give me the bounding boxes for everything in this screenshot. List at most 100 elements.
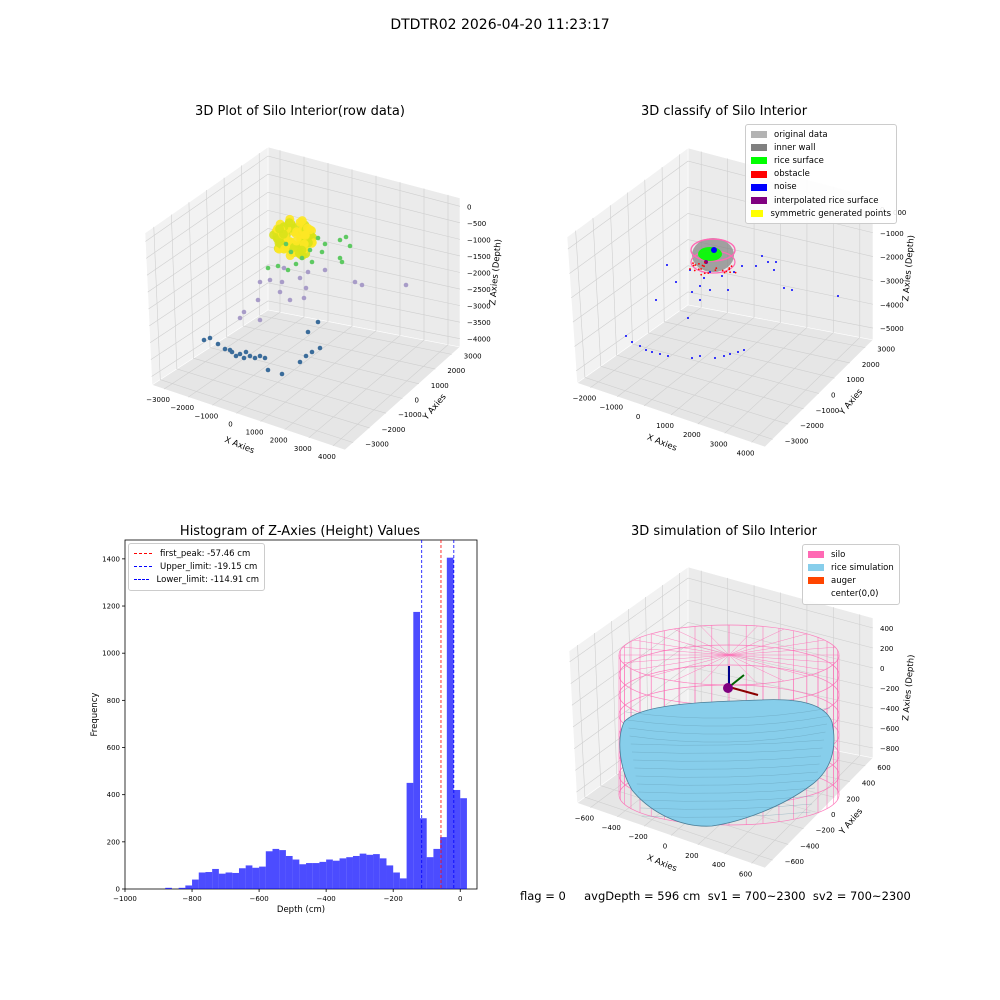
p2-noise-point <box>699 299 701 301</box>
legend-label: center(0,0) <box>831 589 879 600</box>
p2-pane-floor <box>576 304 874 448</box>
p1-data-point <box>257 279 263 285</box>
p1-data-point <box>347 243 353 249</box>
p1-gridline-x <box>212 162 329 406</box>
p2-x-tick-label: −1000 <box>599 404 623 412</box>
p1-x-tick-label: −1000 <box>194 412 218 420</box>
p1-data-point <box>255 297 261 303</box>
p3-histogram-bar <box>326 859 333 889</box>
p1-data-point <box>215 341 221 347</box>
p2-noise-point <box>741 265 743 267</box>
p2-obstacle-point <box>703 272 706 275</box>
p3-histogram-bar <box>238 868 246 889</box>
p1-gridline-y <box>206 189 403 399</box>
p2-z-tick-label: −1000 <box>880 230 904 238</box>
p3-histogram-bar <box>218 873 226 889</box>
p2-noise-point <box>773 269 775 271</box>
legend-label: Upper_limit: -19.15 cm <box>160 561 258 572</box>
p2-noise-point <box>767 261 769 263</box>
legend-line-lower-limit <box>134 579 149 581</box>
p3-y-axis-label: Frequency <box>90 693 100 737</box>
p1-x-tick-label: 3000 <box>294 445 312 453</box>
legend-label: noise <box>774 182 797 193</box>
p1-data-point <box>403 282 409 288</box>
p4-gridline-z <box>569 577 874 663</box>
p3-histogram-bar <box>265 851 273 889</box>
p4-silo-wire <box>622 646 730 656</box>
classify-legend: original data inner wall rice surface ob… <box>745 124 897 225</box>
p1-data-point <box>252 355 258 361</box>
p4-gridline-y <box>577 644 773 861</box>
legend-item-interpolated-rice-surface: interpolated rice surface <box>751 194 891 207</box>
p3-x-axis-label: Depth (cm) <box>277 905 325 915</box>
p3-y-tick-label: 1200 <box>102 603 120 611</box>
p4-surface-mesh <box>641 811 811 818</box>
simulation-legend: silo rice simulation auger center(0,0) <box>802 544 900 605</box>
p1-data-point <box>279 371 285 377</box>
p1-gridline-y <box>241 165 436 370</box>
p2-noise-point <box>737 351 739 353</box>
p1-data-point <box>222 346 228 352</box>
p1-x-tick-label: 2000 <box>270 437 288 445</box>
p1-gridline-x <box>260 175 377 422</box>
p3-y-tick-label: 1000 <box>102 650 120 658</box>
p2-gridline-x <box>724 186 834 434</box>
p4-y-axis-label: Y Axies <box>837 806 865 837</box>
legend-line-first-peak <box>134 553 152 555</box>
p1-gridline-z <box>148 228 461 310</box>
p3-histogram-bar <box>272 848 280 889</box>
p4-silo-wire <box>728 633 807 656</box>
p1-data-point <box>207 335 213 341</box>
p3-histogram-bar <box>312 863 320 889</box>
p2-gridline-x <box>697 179 808 425</box>
legend-swatch-inner-wall <box>751 144 767 152</box>
p3-histogram-bar <box>299 864 307 889</box>
p2-y-tick-label: 1000 <box>846 376 864 384</box>
p2-noise-point <box>761 255 763 257</box>
p1-data-point <box>305 269 311 275</box>
p4-surface-mesh <box>637 787 816 794</box>
legend-label: rice simulation <box>831 562 894 573</box>
p4-silo-wire <box>651 633 730 656</box>
p4-auger <box>728 686 759 696</box>
p1-data-point <box>285 267 291 273</box>
p1-data-point <box>283 241 289 247</box>
p3-histogram-bar <box>440 837 447 889</box>
p1-data-point <box>257 317 263 323</box>
p4-x-tick-label: 200 <box>685 852 698 860</box>
p1-y-tick-label: 0 <box>415 397 419 405</box>
p2-gridline-y <box>592 217 789 425</box>
p4-center-marker <box>723 683 733 693</box>
p3-histogram-bar <box>292 859 300 889</box>
p1-gridline-z <box>149 264 461 344</box>
p1-data-point <box>309 349 315 355</box>
p4-silo-wire <box>651 654 730 677</box>
p1-data-point <box>262 355 268 361</box>
p4-z-tick-label: −600 <box>880 725 899 733</box>
legend-item-rice-simulation: rice simulation <box>808 561 894 574</box>
p1-data-point <box>280 244 290 254</box>
p2-noise-point <box>709 271 711 273</box>
p2-gridline-x <box>590 151 702 388</box>
p3-histogram-bar <box>399 878 407 889</box>
p1-data-point <box>303 285 309 291</box>
p1-data-point <box>237 315 243 321</box>
p2-obstacle-point <box>728 268 731 271</box>
p4-surface-mesh <box>635 771 819 778</box>
p2-z-tick-label: −4000 <box>880 301 904 309</box>
p4-surface-mesh <box>634 763 820 770</box>
p2-y-tick-label: 0 <box>831 392 835 400</box>
p2-noise-point <box>791 289 793 291</box>
p1-data-point <box>359 282 365 288</box>
p4-z-tick-label: −800 <box>880 745 899 753</box>
p2-gridline-z <box>575 291 874 372</box>
p2-obstacle-point <box>721 269 724 272</box>
p1-pane-floor <box>151 309 461 451</box>
p4-gridline-x <box>751 614 861 864</box>
histogram-legend: first_peak: -57.46 cm Upper_limit: -19.1… <box>128 543 265 591</box>
p3-histogram-bar <box>352 855 360 889</box>
p1-gridline-y <box>258 153 452 355</box>
p4-rice-surface <box>619 699 835 827</box>
p2-noise-point <box>733 271 735 273</box>
